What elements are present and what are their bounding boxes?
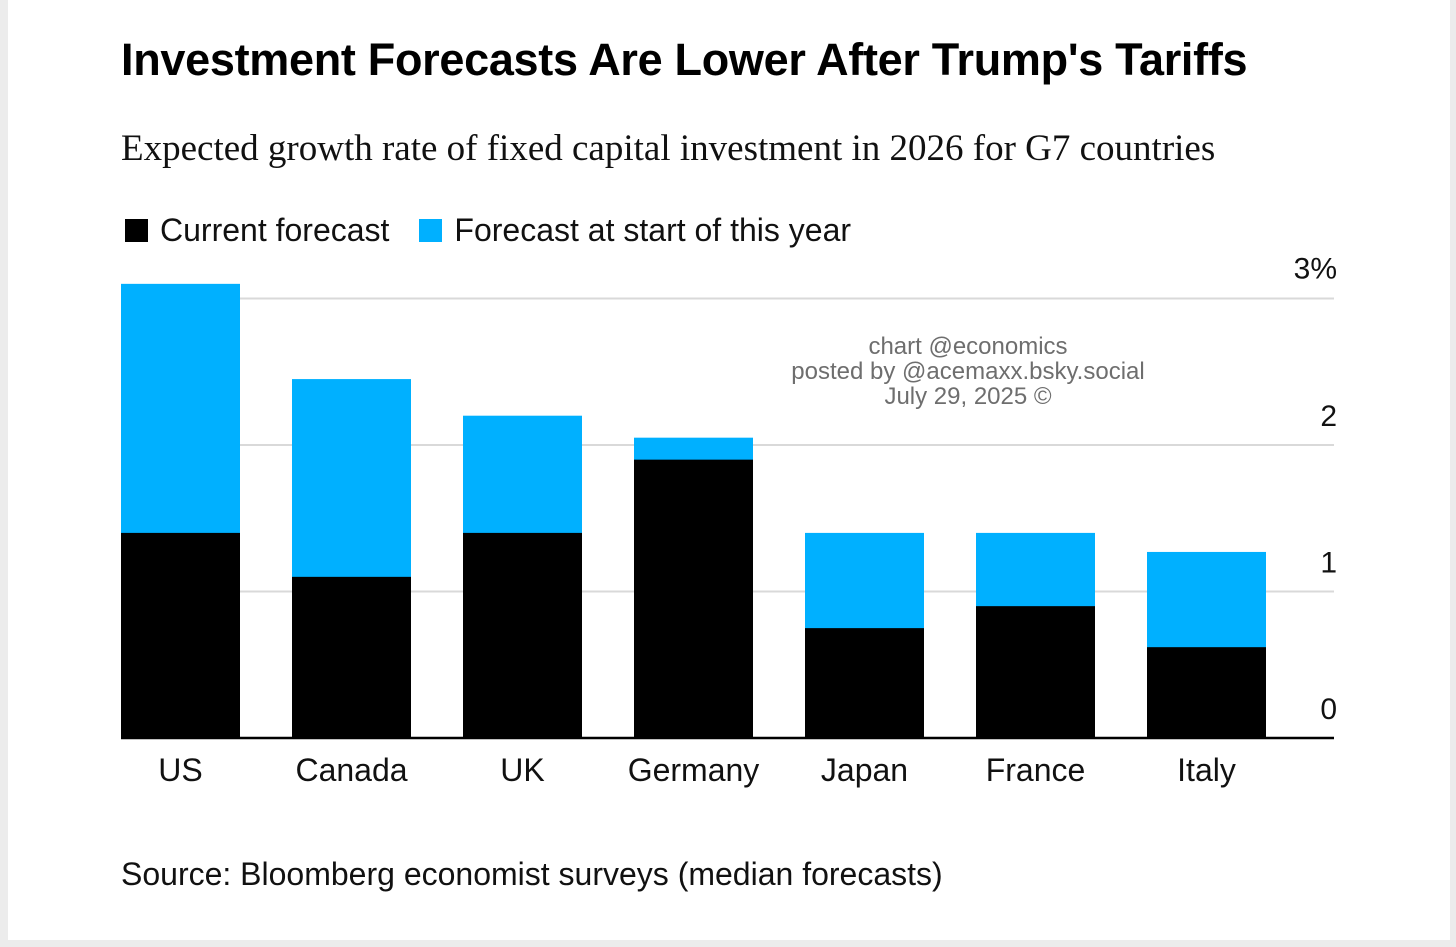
watermark-line-1: chart @economics bbox=[868, 333, 1068, 360]
x-tick-label-italy: Italy bbox=[1177, 752, 1236, 788]
legend-swatch-start bbox=[419, 218, 443, 242]
watermark-line-2: posted by @acemaxx.bsky.social bbox=[791, 358, 1145, 385]
legend-label-start: Forecast at start of this year bbox=[454, 211, 852, 248]
bar-current-italy bbox=[1147, 647, 1266, 738]
bar-current-germany bbox=[634, 459, 753, 738]
legend-label-current: Current forecast bbox=[160, 211, 390, 248]
x-tick-label-uk: UK bbox=[500, 752, 544, 788]
x-tick-label-france: France bbox=[986, 752, 1086, 788]
chart-title: Investment Forecasts Are Lower After Tru… bbox=[121, 34, 1248, 85]
y-tick-label-2: 2 bbox=[1320, 400, 1337, 433]
legend-swatch-current bbox=[125, 218, 148, 242]
watermark-line-3: July 29, 2025 © bbox=[884, 383, 1052, 410]
x-tick-label-canada: Canada bbox=[295, 752, 407, 788]
x-tick-label-japan: Japan bbox=[821, 752, 908, 788]
bar-current-us bbox=[121, 532, 240, 738]
x-tick-label-germany: Germany bbox=[628, 752, 760, 788]
bar-current-japan bbox=[805, 628, 924, 738]
chart-subtitle: Expected growth rate of fixed capital in… bbox=[121, 128, 1216, 169]
source-note: Source: Bloomberg economist surveys (med… bbox=[121, 856, 943, 892]
bar-current-france bbox=[976, 606, 1095, 738]
bar-current-canada bbox=[292, 576, 411, 738]
bar-current-uk bbox=[463, 532, 582, 738]
watermark: chart @economics posted by @acemaxx.bsky… bbox=[760, 334, 1176, 409]
y-tick-label-0: 0 bbox=[1320, 693, 1337, 726]
legend-item-start: Forecast at start of this year bbox=[419, 212, 851, 249]
x-tick-label-us: US bbox=[158, 752, 202, 788]
legend-item-current: Current forecast bbox=[125, 212, 389, 249]
y-tick-label-3: 3% bbox=[1294, 253, 1337, 286]
y-tick-label-1: 1 bbox=[1320, 547, 1337, 580]
legend: Current forecast Forecast at start of th… bbox=[125, 210, 881, 250]
